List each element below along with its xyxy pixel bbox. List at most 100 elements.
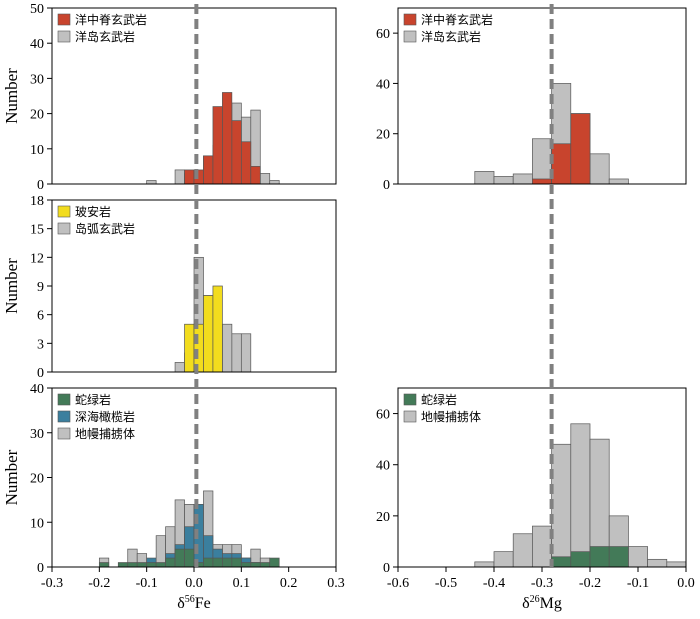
bar xyxy=(570,551,591,568)
x-tick-label: 0.2 xyxy=(280,576,298,591)
y-tick-label: 40 xyxy=(30,37,44,52)
bar xyxy=(512,173,533,185)
legend-swatch xyxy=(57,410,71,423)
y-tick-label: 9 xyxy=(37,280,44,295)
x-axis-label: δ26Mg xyxy=(522,594,562,612)
y-tick-label: 10 xyxy=(30,143,44,158)
panel-mg_mantle: 0 20 40 60 -0.6 -0.5 -0.4 -0.3 -0.2 -0.1 0.0 δ26Mg 蛇… xyxy=(376,387,695,612)
bar xyxy=(174,362,185,373)
bar xyxy=(269,557,280,568)
bar xyxy=(250,562,261,568)
y-tick-label: 20 xyxy=(376,128,390,143)
x-tick-label: 0.3 xyxy=(327,576,345,591)
bar xyxy=(203,557,214,568)
y-tick-label: 40 xyxy=(376,459,390,474)
bar xyxy=(240,333,252,373)
y-tick-label: 40 xyxy=(30,382,44,397)
bar xyxy=(532,525,552,568)
bar xyxy=(551,443,572,568)
axes-frame xyxy=(397,7,687,185)
bar xyxy=(117,562,129,568)
y-tick-label: 20 xyxy=(376,510,390,525)
y-tick-label: 12 xyxy=(30,251,44,266)
x-tick-label: -0.5 xyxy=(435,576,457,591)
legend-swatch xyxy=(403,410,417,423)
bar xyxy=(474,171,495,185)
bar xyxy=(165,557,176,568)
legend-swatch xyxy=(57,13,71,26)
bar xyxy=(98,562,110,568)
x-axis-label: δ56Fe xyxy=(177,594,211,612)
bar xyxy=(136,562,148,568)
bar xyxy=(551,556,572,568)
bar xyxy=(222,557,233,568)
x-tick-label: -0.2 xyxy=(579,576,601,591)
legend-label: 洋岛玄武岩 xyxy=(75,29,135,44)
bar xyxy=(231,333,242,373)
x-tick-label: -0.1 xyxy=(627,576,649,591)
y-tick-label: 20 xyxy=(30,108,44,123)
y-tick-label: 20 xyxy=(30,472,44,487)
bar xyxy=(532,178,552,185)
y-tick-label: 30 xyxy=(30,72,44,87)
legend-swatch xyxy=(57,427,71,440)
bar xyxy=(146,562,157,568)
bar xyxy=(493,176,514,185)
bar xyxy=(532,138,552,185)
bar xyxy=(628,546,648,568)
legend-label: 玻安岩 xyxy=(75,204,111,219)
bar xyxy=(269,180,280,185)
legend-swatch xyxy=(403,393,417,406)
bar xyxy=(240,141,252,185)
x-tick-label: 0.1 xyxy=(233,576,251,591)
y-tick-label: 0 xyxy=(37,366,44,381)
x-tick-label: 0.0 xyxy=(677,576,695,591)
legend-label: 蛇绿岩 xyxy=(421,392,457,407)
bar xyxy=(250,166,261,185)
legend-label: 洋岛玄武岩 xyxy=(421,29,481,44)
legend-label: 深海橄榄岩 xyxy=(75,409,135,424)
bar xyxy=(155,562,166,568)
bar xyxy=(493,551,514,568)
bar xyxy=(259,173,271,185)
bar xyxy=(231,120,242,185)
bar xyxy=(570,113,591,185)
bar xyxy=(212,557,223,568)
legend-label: 地幔捕掳体 xyxy=(421,409,481,424)
bar xyxy=(666,561,687,568)
legend-swatch xyxy=(403,13,417,26)
bar xyxy=(127,562,138,568)
legend-label: 蛇绿岩 xyxy=(75,392,111,407)
y-tick-label: 50 xyxy=(30,2,44,17)
y-tick-label: 0 xyxy=(383,561,390,576)
legend-label: 地幔捕掳体 xyxy=(75,426,135,441)
y-tick-label: 18 xyxy=(30,194,44,209)
bar xyxy=(203,155,214,185)
y-tick-label: 15 xyxy=(30,223,44,238)
bar xyxy=(589,546,610,568)
y-tick-label: 0 xyxy=(37,561,44,576)
y-axis-label: Number xyxy=(2,68,21,124)
bar xyxy=(512,533,533,568)
legend-swatch xyxy=(57,222,71,235)
x-tick-label: -0.3 xyxy=(41,576,63,591)
bar xyxy=(212,106,223,185)
bar xyxy=(203,295,214,373)
legend-label: 岛弧玄武岩 xyxy=(75,221,135,236)
legend-swatch xyxy=(57,205,71,218)
y-axis-label: Number xyxy=(2,258,21,314)
bar xyxy=(184,323,195,373)
y-axis-label: Number xyxy=(2,449,21,505)
bar xyxy=(474,561,495,568)
bar xyxy=(184,548,195,568)
bar xyxy=(647,558,668,568)
bar xyxy=(184,169,195,185)
bar xyxy=(231,557,242,568)
x-tick-label: -0.4 xyxy=(483,576,505,591)
legend-swatch xyxy=(403,30,417,43)
y-tick-label: 0 xyxy=(383,178,390,193)
